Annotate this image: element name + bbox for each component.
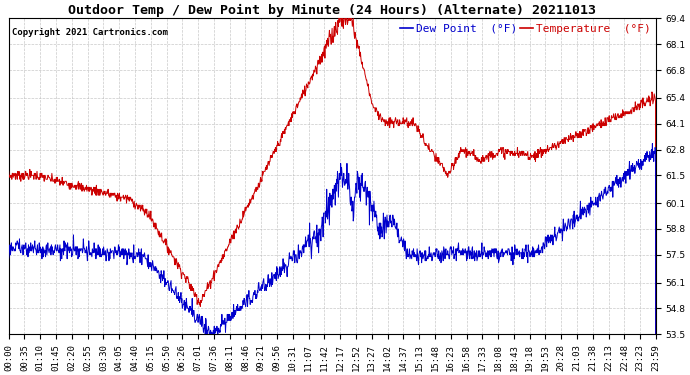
Legend: Dew Point  (°F), Temperature  (°F): Dew Point (°F), Temperature (°F): [395, 20, 655, 38]
Title: Outdoor Temp / Dew Point by Minute (24 Hours) (Alternate) 20211013: Outdoor Temp / Dew Point by Minute (24 H…: [68, 4, 596, 17]
Text: Copyright 2021 Cartronics.com: Copyright 2021 Cartronics.com: [12, 28, 168, 37]
